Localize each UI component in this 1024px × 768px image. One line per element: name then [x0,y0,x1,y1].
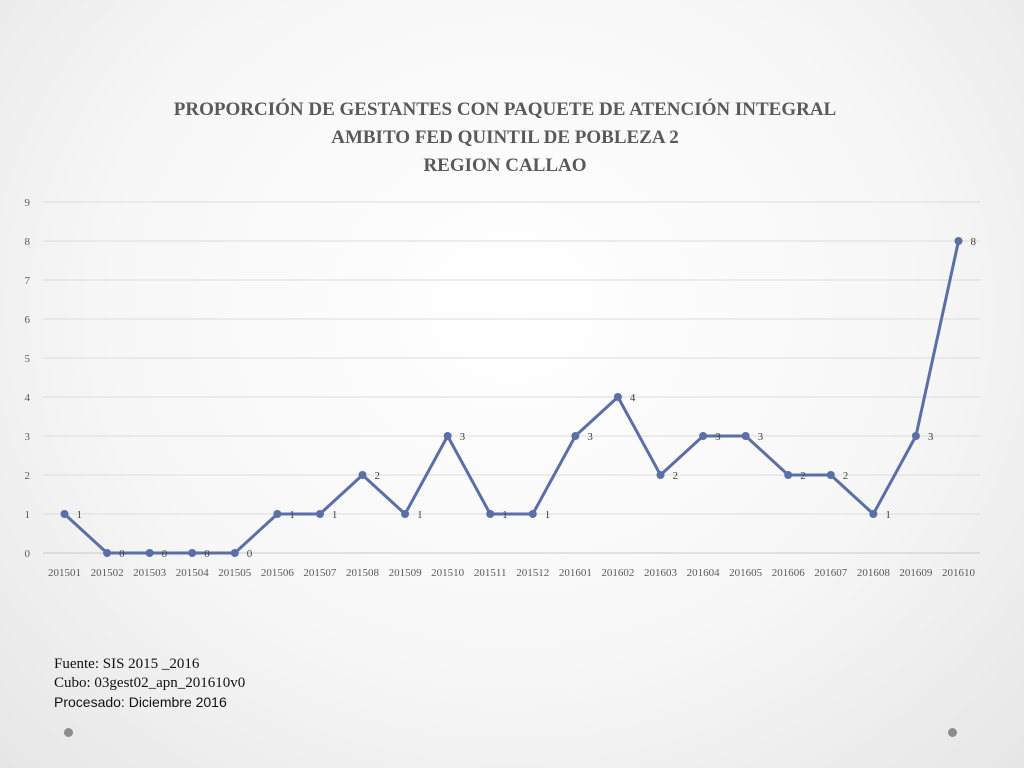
slide-corner-dot-right [948,728,957,737]
data-point [528,510,537,518]
data-label: 1 [289,509,295,521]
x-tick-label: 201506 [261,567,295,579]
chart-title: PROPORCIÓN DE GESTANTES CON PAQUETE DE A… [0,96,1010,180]
x-tick-label: 201602 [601,567,634,579]
y-tick-label: 1 [25,509,31,521]
data-label: 0 [204,548,210,560]
data-point [911,432,920,440]
data-point [784,471,793,479]
y-tick-label: 4 [25,392,31,404]
data-point [656,471,665,479]
data-label: 1 [332,509,338,521]
data-point [273,510,282,518]
data-point [358,471,367,479]
x-tick-label: 201610 [942,567,976,579]
source-line: Fuente: SIS 2015 _2016 [54,656,200,672]
data-point [869,510,878,518]
x-tick-label: 201507 [303,567,337,579]
data-point [401,510,410,518]
data-label: 0 [247,548,253,560]
chart-title-line-1: PROPORCIÓN DE GESTANTES CON PAQUETE DE A… [173,99,837,120]
x-tick-label: 201510 [431,567,465,579]
data-label: 1 [417,509,423,521]
series-line [63,239,960,555]
data-point [699,432,708,440]
x-tick-label: 201606 [772,567,806,579]
x-tick-label: 201601 [559,567,592,579]
data-point [826,471,835,479]
y-tick-label: 0 [25,548,31,560]
data-label: 3 [715,431,721,443]
data-point [954,237,963,245]
data-label: 0 [119,548,125,560]
data-label: 1 [77,509,83,521]
data-point [486,510,495,518]
data-label: 2 [673,470,679,482]
data-point [571,432,580,440]
chart-title-line-3: REGION CALLAO [423,155,587,176]
chart-title-line-2: AMBITO FED QUINTIL DE POBLEZA 2 [331,127,679,148]
data-label: 4 [630,392,636,404]
y-tick-label: 9 [25,197,31,209]
x-tick-label: 201503 [133,567,167,579]
x-tick-label: 201511 [474,567,507,579]
data-label: 2 [800,470,806,482]
x-tick-label: 201604 [687,567,721,579]
data-label: 2 [843,470,849,482]
data-point [230,549,239,557]
x-tick-label: 201605 [729,567,763,579]
data-label: 3 [928,431,934,443]
x-tick-label: 201501 [48,567,81,579]
data-point [443,432,452,440]
data-label: 3 [587,431,593,443]
x-tick-label: 201607 [814,567,848,579]
x-tick-label: 201608 [857,567,891,579]
x-tick-label: 201505 [218,567,252,579]
data-label: 1 [545,509,551,521]
data-label: 3 [460,431,466,443]
y-tick-label: 7 [25,275,31,287]
data-point [741,432,750,440]
slide-corner-dot-left [64,728,73,737]
x-tick-label: 201504 [176,567,210,579]
y-tick-label: 8 [25,236,31,248]
x-tick-label: 201508 [346,567,380,579]
data-label: 3 [758,431,764,443]
x-tick-label: 201502 [91,567,124,579]
data-label: 8 [971,236,977,248]
x-tick-label: 201512 [516,567,549,579]
source-notes: Fuente: SIS 2015 _2016 Cubo: 03gest02_ap… [54,655,245,712]
data-point [613,393,622,401]
data-point [103,549,112,557]
data-label: 1 [885,509,891,521]
x-tick-label: 201509 [389,567,423,579]
data-point [145,549,154,557]
x-tick-label: 201609 [899,567,933,579]
line-chart: 0 1 2 3 4 5 6 7 8 9 201501 201502 201503 201504 201505… [25,197,980,579]
data-point [60,510,69,518]
data-label: 2 [375,470,381,482]
y-tick-label: 6 [25,314,31,326]
processed-line: Procesado: Diciembre 2016 [54,694,227,710]
cube-line: Cubo: 03gest02_apn_201610v0 [54,675,246,691]
data-point [315,510,324,518]
data-label: 1 [502,509,508,521]
x-tick-label: 201603 [644,567,678,579]
data-point [188,549,197,557]
y-tick-label: 5 [25,353,31,365]
y-tick-label: 2 [25,470,31,482]
data-label: 0 [162,548,168,560]
y-tick-label: 3 [25,431,31,443]
